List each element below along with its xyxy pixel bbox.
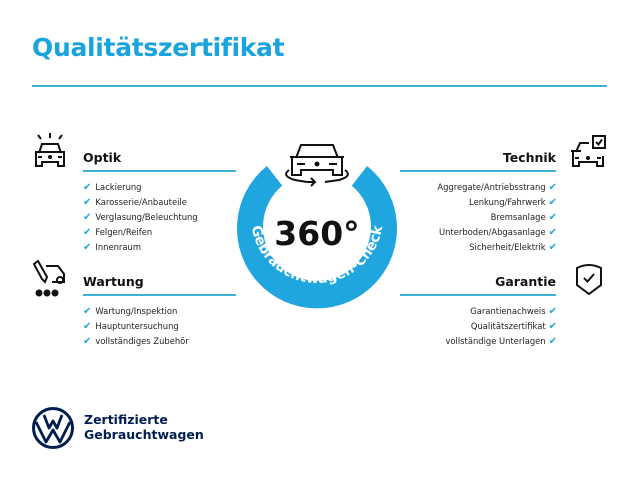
- list-item: Qualitätszertifikat ✔: [470, 321, 557, 332]
- optik-divider: [83, 170, 236, 172]
- check-icon: ✔: [548, 306, 557, 317]
- badge-ring: [237, 166, 397, 309]
- wartung-list: ✔ Wartung/Inspektion ✔ Hauptuntersuchung ✔…: [83, 304, 189, 349]
- check-icon: ✔: [83, 321, 92, 332]
- list-item: ✔ Wartung/Inspektion: [83, 306, 178, 317]
- wartung-divider: [83, 294, 236, 296]
- brand-line-1: Zertifizierte: [84, 412, 168, 427]
- check-icon: ✔: [83, 182, 92, 193]
- garantie-heading: Garantie: [495, 274, 556, 289]
- check-icon: ✔: [83, 336, 92, 347]
- list-item: ✔ Karosserie/Anbauteile: [83, 197, 187, 208]
- check-icon: ✔: [548, 336, 557, 347]
- list-item: ✔ Lackierung: [83, 182, 142, 193]
- car-checkbox-icon: [569, 134, 609, 174]
- wartung-heading: Wartung: [83, 274, 144, 289]
- list-item: ✔ Innenraum: [83, 242, 141, 253]
- check-icon: ✔: [548, 182, 557, 193]
- title-divider: [32, 85, 607, 87]
- technik-divider: [400, 170, 556, 172]
- badge-value: 360°: [274, 214, 359, 253]
- check-icon: ✔: [548, 242, 557, 253]
- car-lights-icon: [30, 131, 70, 173]
- check-icon: ✔: [83, 197, 92, 208]
- garantie-list: Garantienachweis ✔ Qualitätszertifikat ✔ v…: [380, 304, 557, 349]
- list-item: Bremsanlage ✔: [490, 212, 557, 223]
- shield-check-icon: [574, 263, 604, 297]
- list-item: Sicherheit/Elektrik ✔: [469, 242, 557, 253]
- list-item: ✔ vollständiges Zubehör: [83, 336, 189, 347]
- check-icon: ✔: [548, 212, 557, 223]
- brand-text: Zertifizierte Gebrauchtwagen: [84, 412, 204, 442]
- list-item: Aggregate/Antriebsstrang ✔: [437, 182, 557, 193]
- list-item: ✔ Verglasung/Beleuchtung: [83, 212, 198, 223]
- 360-check-badge: 360° Gebrauchtwagen-Check: [237, 144, 397, 309]
- list-item: ✔ Felgen/Reifen: [83, 227, 153, 238]
- brand-line-2: Gebrauchtwagen: [84, 427, 204, 442]
- check-icon: ✔: [83, 306, 92, 317]
- list-item: vollständige Unterlagen ✔: [445, 336, 557, 347]
- check-icon: ✔: [548, 197, 557, 208]
- page-title: Qualitätszertifikat: [32, 33, 285, 62]
- car-rotate-icon: [285, 144, 349, 187]
- optik-list: ✔ Lackierung ✔ Karosserie/Anbauteile ✔ Verg…: [83, 180, 198, 255]
- check-icon: ✔: [83, 212, 92, 223]
- vw-logo: [32, 407, 74, 449]
- check-icon: ✔: [83, 227, 92, 238]
- check-icon: ✔: [83, 242, 92, 253]
- list-item: ✔ Hauptuntersuchung: [83, 321, 179, 332]
- service-car-icon: [30, 260, 72, 298]
- technik-list: Aggregate/Antriebsstrang ✔ Lenkung/Fahrwe…: [380, 180, 557, 255]
- technik-heading: Technik: [502, 150, 556, 165]
- check-icon: ✔: [548, 321, 557, 332]
- list-item: Lenkung/Fahrwerk ✔: [469, 197, 557, 208]
- optik-heading: Optik: [83, 150, 122, 165]
- list-item: Unterboden/Abgasanlage ✔: [439, 227, 557, 238]
- garantie-divider: [400, 294, 556, 296]
- list-item: Garantienachweis ✔: [470, 306, 557, 317]
- check-icon: ✔: [548, 227, 557, 238]
